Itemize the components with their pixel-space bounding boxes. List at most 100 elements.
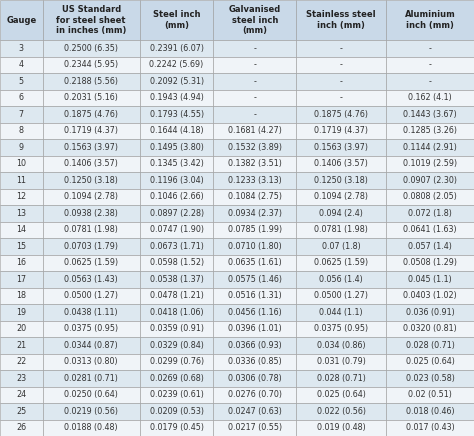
- Text: -: -: [428, 44, 432, 53]
- Bar: [140, 354, 213, 370]
- Text: 0.0538 (1.37): 0.0538 (1.37): [150, 275, 203, 284]
- Bar: [43, 205, 140, 221]
- Bar: [213, 403, 296, 419]
- Text: 0.0219 (0.56): 0.0219 (0.56): [64, 407, 118, 416]
- Bar: [386, 172, 474, 188]
- Text: 0.0478 (1.21): 0.0478 (1.21): [150, 291, 203, 300]
- Text: 0.0641 (1.63): 0.0641 (1.63): [403, 225, 457, 234]
- Bar: [0, 354, 43, 370]
- Bar: [0, 221, 43, 238]
- Text: -: -: [340, 44, 343, 53]
- Text: 0.025 (0.64): 0.025 (0.64): [406, 357, 455, 366]
- Text: Galvanised
steel inch
(mm): Galvanised steel inch (mm): [228, 5, 281, 35]
- Bar: [296, 337, 386, 354]
- Text: 0.025 (0.64): 0.025 (0.64): [317, 390, 366, 399]
- Text: -: -: [253, 60, 256, 69]
- Text: 0.0785 (1.99): 0.0785 (1.99): [228, 225, 282, 234]
- Bar: [0, 320, 43, 337]
- Text: 0.0209 (0.53): 0.0209 (0.53): [150, 407, 203, 416]
- Text: 0.1250 (3.18): 0.1250 (3.18): [314, 176, 368, 185]
- Text: 0.1563 (3.97): 0.1563 (3.97): [314, 143, 368, 152]
- Bar: [386, 89, 474, 106]
- Text: -: -: [253, 44, 256, 53]
- Text: 0.0250 (0.64): 0.0250 (0.64): [64, 390, 118, 399]
- Text: 0.1094 (2.78): 0.1094 (2.78): [314, 192, 368, 201]
- Text: 0.1406 (3.57): 0.1406 (3.57): [64, 159, 118, 168]
- Text: Stainless steel
inch (mm): Stainless steel inch (mm): [307, 10, 376, 30]
- Bar: [296, 354, 386, 370]
- Text: 0.1943 (4.94): 0.1943 (4.94): [150, 93, 203, 102]
- Text: 0.0403 (1.02): 0.0403 (1.02): [403, 291, 457, 300]
- Bar: [386, 238, 474, 255]
- Bar: [43, 172, 140, 188]
- Text: 0.0516 (1.31): 0.0516 (1.31): [228, 291, 282, 300]
- Text: 10: 10: [16, 159, 27, 168]
- Bar: [213, 221, 296, 238]
- Text: 0.0635 (1.61): 0.0635 (1.61): [228, 258, 282, 267]
- Bar: [213, 255, 296, 271]
- Bar: [296, 188, 386, 205]
- Bar: [386, 354, 474, 370]
- Bar: [0, 271, 43, 288]
- Bar: [43, 337, 140, 354]
- Bar: [43, 0, 140, 40]
- Bar: [213, 354, 296, 370]
- Bar: [0, 57, 43, 73]
- Text: 0.0500 (1.27): 0.0500 (1.27): [314, 291, 368, 300]
- Bar: [386, 419, 474, 436]
- Text: 0.1196 (3.04): 0.1196 (3.04): [150, 176, 203, 185]
- Bar: [213, 0, 296, 40]
- Bar: [386, 320, 474, 337]
- Text: 0.2031 (5.16): 0.2031 (5.16): [64, 93, 118, 102]
- Bar: [296, 387, 386, 403]
- Text: 0.023 (0.58): 0.023 (0.58): [406, 374, 455, 383]
- Bar: [213, 73, 296, 90]
- Bar: [213, 106, 296, 123]
- Text: 0.0808 (2.05): 0.0808 (2.05): [403, 192, 457, 201]
- Text: 0.0396 (1.01): 0.0396 (1.01): [228, 324, 282, 333]
- Bar: [43, 57, 140, 73]
- Bar: [296, 40, 386, 57]
- Bar: [296, 320, 386, 337]
- Bar: [386, 337, 474, 354]
- Bar: [140, 172, 213, 188]
- Text: -: -: [340, 60, 343, 69]
- Text: 0.0269 (0.68): 0.0269 (0.68): [150, 374, 203, 383]
- Bar: [140, 288, 213, 304]
- Bar: [213, 271, 296, 288]
- Text: 0.0281 (0.71): 0.0281 (0.71): [64, 374, 118, 383]
- Bar: [213, 89, 296, 106]
- Text: -: -: [428, 77, 432, 86]
- Bar: [296, 403, 386, 419]
- Bar: [43, 403, 140, 419]
- Text: 0.1719 (4.37): 0.1719 (4.37): [64, 126, 118, 135]
- Bar: [43, 354, 140, 370]
- Bar: [0, 106, 43, 123]
- Bar: [140, 106, 213, 123]
- Bar: [386, 40, 474, 57]
- Bar: [386, 139, 474, 156]
- Bar: [296, 221, 386, 238]
- Text: 0.1233 (3.13): 0.1233 (3.13): [228, 176, 282, 185]
- Bar: [213, 139, 296, 156]
- Bar: [296, 370, 386, 387]
- Bar: [43, 123, 140, 139]
- Text: 0.056 (1.4): 0.056 (1.4): [319, 275, 363, 284]
- Text: 4: 4: [19, 60, 24, 69]
- Bar: [296, 255, 386, 271]
- Bar: [140, 205, 213, 221]
- Bar: [213, 156, 296, 172]
- Text: 0.1250 (3.18): 0.1250 (3.18): [64, 176, 118, 185]
- Text: 0.0375 (0.95): 0.0375 (0.95): [64, 324, 118, 333]
- Text: 0.019 (0.48): 0.019 (0.48): [317, 423, 365, 432]
- Text: 19: 19: [16, 308, 27, 317]
- Bar: [0, 403, 43, 419]
- Bar: [213, 387, 296, 403]
- Text: 0.072 (1.8): 0.072 (1.8): [408, 209, 452, 218]
- Text: 6: 6: [19, 93, 24, 102]
- Bar: [0, 73, 43, 90]
- Text: 0.031 (0.79): 0.031 (0.79): [317, 357, 366, 366]
- Bar: [140, 403, 213, 419]
- Text: 0.2391 (6.07): 0.2391 (6.07): [150, 44, 203, 53]
- Text: 0.1084 (2.75): 0.1084 (2.75): [228, 192, 282, 201]
